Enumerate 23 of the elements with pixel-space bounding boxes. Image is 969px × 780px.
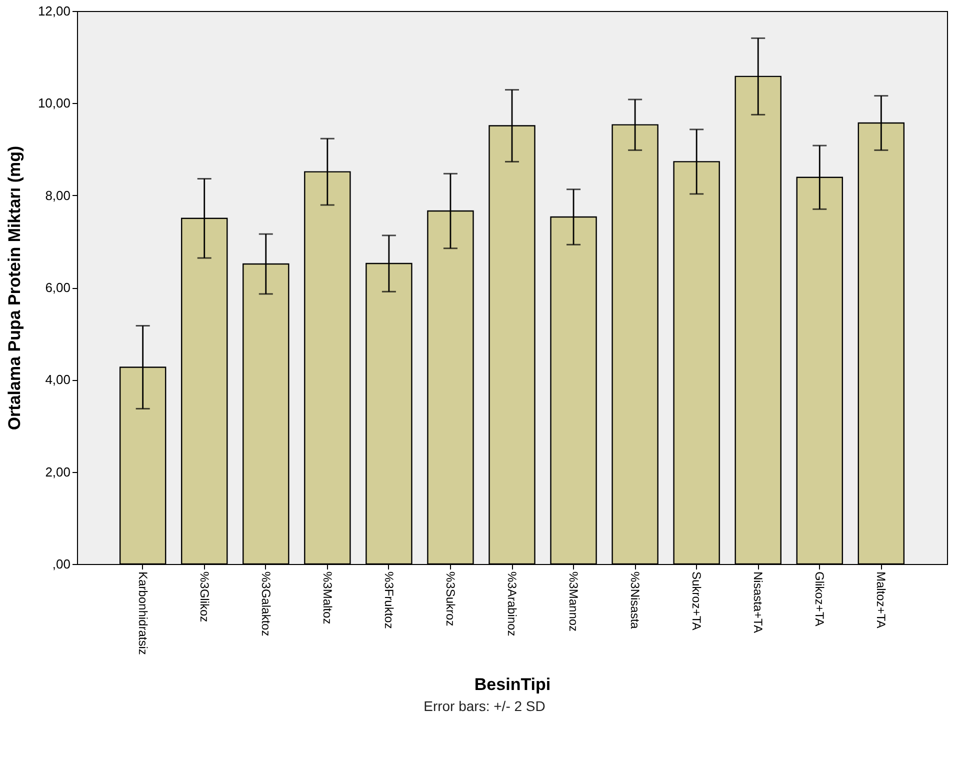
x-tick-label: %3Nisasta bbox=[628, 572, 642, 630]
x-tick-label: %3Fruktoz bbox=[382, 572, 396, 629]
x-tick-label: %3Arabinoz bbox=[505, 572, 519, 636]
x-tick-label: Maltoz+TA bbox=[874, 572, 888, 628]
x-axis-title: BesinTipi bbox=[474, 674, 551, 694]
y-tick-label: ,00 bbox=[52, 556, 70, 572]
x-tick-label: Nisasta+TA bbox=[751, 572, 766, 633]
y-tick-label: 6,00 bbox=[45, 280, 70, 295]
y-axis-title: Ortalama Pupa Protein Miktarı (mg) bbox=[4, 146, 24, 430]
x-tick-label: %3Maltoz bbox=[320, 572, 334, 624]
x-tick-label: %3Galaktoz bbox=[258, 572, 273, 636]
y-tick-label: 10,00 bbox=[38, 96, 70, 111]
x-tick-label: %3Glikoz bbox=[197, 572, 212, 622]
y-tick-label: 4,00 bbox=[45, 372, 70, 388]
x-tick-label: Sukroz+TA bbox=[690, 572, 704, 630]
y-tick-label: 12,00 bbox=[38, 4, 70, 18]
x-tick-label: Glikoz+TA bbox=[812, 572, 827, 626]
x-tick-label: %3Sukroz bbox=[443, 572, 458, 626]
x-tick-label: %3Mannoz bbox=[566, 572, 581, 632]
text: Error bars: +/- 2 SD bbox=[422, 698, 546, 714]
x-tick-label: Karbonhidratsiz bbox=[136, 572, 150, 655]
y-tick-label: 2,00 bbox=[45, 464, 70, 480]
y-tick-label: 8,00 bbox=[45, 188, 70, 203]
